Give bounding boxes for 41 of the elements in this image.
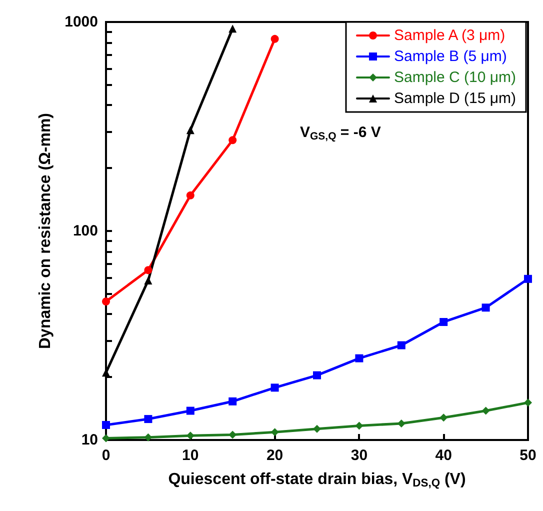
point: [186, 191, 194, 200]
point: [102, 434, 110, 442]
point: [102, 420, 110, 429]
point: [355, 354, 364, 362]
point: [228, 397, 237, 406]
point: [355, 422, 364, 430]
point: [397, 341, 406, 350]
point: [228, 24, 237, 33]
point: [440, 414, 448, 422]
point: [524, 398, 532, 407]
legend-label: Sample D (15 μm): [394, 90, 516, 107]
legend-label: Sample B (5 μm): [394, 48, 507, 65]
point: [186, 126, 194, 134]
point: [482, 406, 490, 415]
point: [228, 136, 237, 144]
y-axis-title: Dynamic on resistance (Ω-mm): [37, 112, 54, 350]
y-tick-label: 1000: [64, 14, 98, 30]
point: [440, 318, 448, 326]
point: [144, 266, 152, 274]
y-tick-label: 100: [72, 222, 98, 240]
legend-label: Sample C (10 μm): [394, 69, 516, 86]
legend-label: Sample A (3 μm): [394, 27, 506, 44]
point: [270, 428, 279, 436]
point: [144, 276, 152, 284]
point: [313, 424, 321, 433]
point: [482, 304, 490, 312]
point: [313, 371, 321, 380]
point: [228, 430, 237, 439]
x-tick-label: 50: [520, 447, 536, 464]
point: [186, 406, 194, 415]
x-tick-label: 20: [266, 447, 284, 464]
point: [144, 415, 152, 424]
x-tick-label: 10: [182, 447, 199, 464]
point: [102, 297, 110, 306]
point: [270, 34, 279, 43]
x-tick-label: 40: [435, 447, 452, 464]
y-tick-label: 10: [81, 432, 98, 448]
x-tick-label: 0: [102, 447, 110, 464]
point: [270, 384, 279, 392]
point: [524, 274, 532, 283]
x-tick-label: 30: [350, 447, 368, 464]
